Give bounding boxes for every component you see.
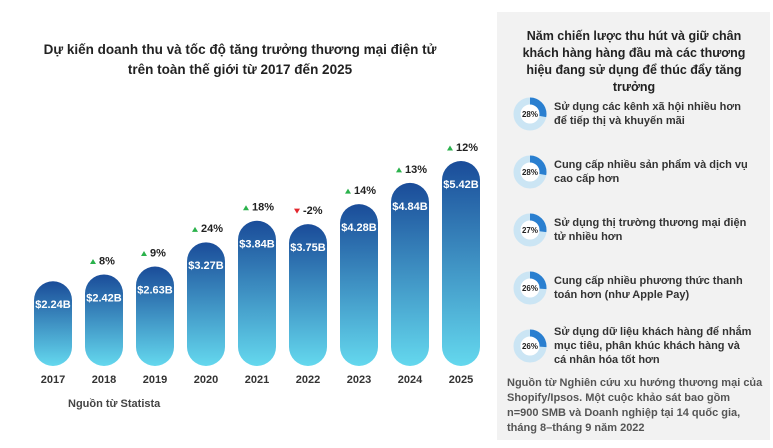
chart-title: Dự kiến doanh thu và tốc độ tăng trưởng … [43, 42, 437, 77]
panel-graphics: 28% 28% 27% 26% 26% [513, 97, 547, 363]
strategy-text: Sử dụng dữ liệu khách hàng để nhắm mục t… [554, 326, 752, 366]
panel-title: Năm chiến lược thu hút và giữ chân khách… [522, 29, 746, 94]
donut-label: 28% [522, 110, 538, 119]
growth-label: 13% [405, 164, 427, 176]
x-tick-label: 2025 [449, 374, 473, 386]
growth-arrow [141, 251, 147, 257]
value-label: $2.63B [137, 284, 173, 296]
donut-arc [513, 97, 547, 131]
growth-label: 9% [150, 247, 166, 259]
donut-arc [513, 329, 547, 363]
donut-label: 26% [522, 284, 538, 293]
value-label: $5.42B [443, 179, 479, 191]
panel-source: Nguồn từ Nghiên cứu xu hướng thương mại … [507, 377, 763, 434]
x-tick-label: 2021 [245, 374, 269, 386]
bar [187, 242, 225, 366]
value-label: $3.75B [290, 242, 326, 254]
value-label: $4.84B [392, 201, 428, 213]
strategy-text: Sử dụng các kênh xã hội nhiều hơn để tiế… [554, 101, 741, 127]
growth-label: 8% [99, 255, 115, 267]
donut-arc [513, 271, 547, 305]
strategy-text: Sử dụng thị trường thương mại điện tử nh… [554, 217, 747, 243]
x-tick-label: 2017 [41, 374, 65, 386]
bar [289, 224, 327, 366]
growth-arrow [90, 258, 96, 264]
value-label: $3.27B [188, 260, 224, 272]
x-tick-label: 2019 [143, 374, 167, 386]
bar [391, 182, 429, 366]
bar [340, 204, 378, 366]
x-tick-label: 2022 [296, 374, 320, 386]
x-tick-label: 2018 [92, 374, 116, 386]
growth-arrow [294, 208, 300, 214]
donut-label: 26% [522, 342, 538, 351]
growth-arrow [447, 145, 453, 151]
value-label: $2.24B [35, 299, 71, 311]
chart: $2.24B 2017 $2.42B 2018 8% $2.63B 2019 9% $3.27B… [34, 142, 480, 410]
x-tick-label: 2024 [398, 374, 423, 386]
growth-label: 14% [354, 185, 376, 197]
side-panel: 28% 28% 27% 26% 26% Năm chiến lược thu hút v… [497, 12, 770, 440]
donut-label: 28% [522, 168, 538, 177]
bar [442, 161, 480, 366]
growth-label: 24% [201, 223, 223, 235]
value-label: $3.84B [239, 239, 275, 251]
growth-label: 12% [456, 142, 478, 154]
strategy-text: Cung cấp nhiều phương thức thanh toán hơ… [554, 275, 743, 301]
bar [136, 266, 174, 366]
growth-label: -2% [303, 205, 323, 217]
growth-arrow [243, 205, 249, 211]
bar [238, 220, 276, 366]
donut-arc [513, 213, 547, 247]
x-tick-label: 2023 [347, 374, 371, 386]
bar [34, 281, 72, 366]
donut-arc [513, 155, 547, 189]
bar [85, 274, 123, 366]
growth-label: 18% [252, 202, 274, 214]
growth-arrow [345, 188, 351, 194]
x-tick-label: 2020 [194, 374, 218, 386]
donut-label: 27% [522, 226, 538, 235]
value-label: $2.42B [86, 292, 122, 304]
source: Nguồn từ Statista [68, 398, 161, 410]
strategy-text: Cung cấp nhiều sản phẩm và dịch vụ cao c… [554, 159, 748, 185]
growth-arrow [396, 167, 402, 173]
value-label: $4.28B [341, 222, 377, 234]
growth-arrow [192, 226, 198, 232]
